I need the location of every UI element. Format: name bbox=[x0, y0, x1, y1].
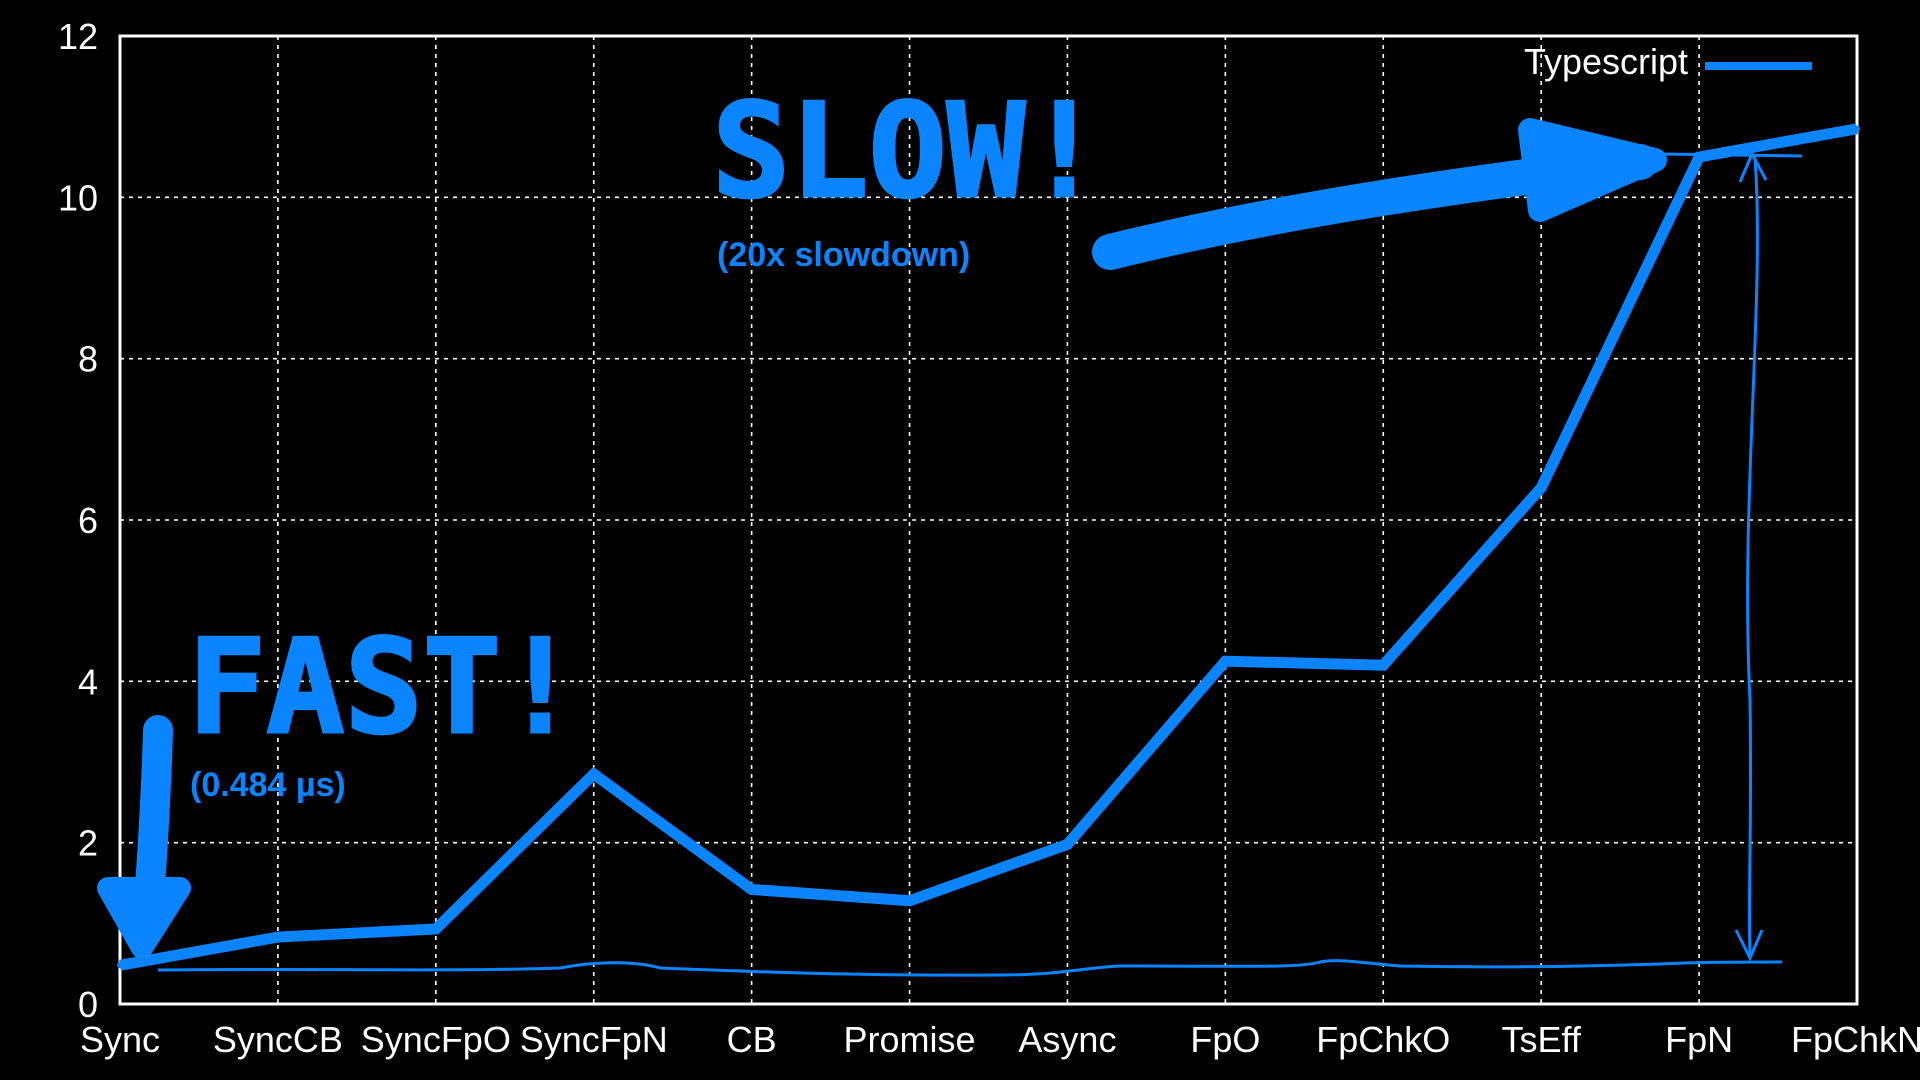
y-tick-label: 0 bbox=[78, 984, 98, 1025]
x-tick-label: SyncFpO bbox=[361, 1019, 511, 1060]
fast-label: FAST! bbox=[188, 611, 579, 763]
data-point bbox=[590, 771, 597, 778]
x-tick-label: Sync bbox=[80, 1019, 160, 1060]
grid-lines bbox=[120, 36, 1857, 1004]
data-point bbox=[1854, 125, 1860, 132]
series-line bbox=[119, 123, 1858, 971]
y-tick-label: 2 bbox=[78, 823, 98, 864]
slow-arrow-icon bbox=[1092, 118, 1667, 270]
data-point bbox=[1222, 658, 1229, 665]
x-tick-label: FpO bbox=[1190, 1019, 1260, 1060]
legend-label: Typescript bbox=[1524, 41, 1688, 82]
data-point bbox=[274, 934, 281, 941]
tick-labels: Sync SyncCB SyncFpO SyncFpN CB Promise Async Fp… bbox=[58, 16, 1920, 1060]
data-point bbox=[906, 897, 913, 904]
plot-frame bbox=[118, 34, 1859, 1006]
x-tick-label: TsEff bbox=[1501, 1019, 1581, 1060]
legend: Typescript bbox=[1524, 41, 1812, 82]
data-point bbox=[748, 886, 755, 893]
data-point bbox=[1064, 841, 1071, 848]
y-tick-label: 8 bbox=[78, 339, 98, 380]
data-point bbox=[1538, 484, 1545, 491]
baseline-scribble bbox=[157, 959, 1783, 977]
x-tick-label: FpN bbox=[1665, 1019, 1733, 1060]
data-point bbox=[432, 925, 439, 932]
data-point bbox=[1696, 154, 1703, 160]
data-point bbox=[1380, 662, 1387, 669]
slow-note: (20x slowdown) bbox=[717, 236, 970, 274]
series-layer bbox=[117, 123, 1860, 971]
x-tick-label: FpChkO bbox=[1316, 1019, 1450, 1060]
x-tick-label: SyncCB bbox=[213, 1019, 343, 1060]
y-tick-label: 6 bbox=[78, 500, 98, 541]
y-tick-label: 12 bbox=[58, 16, 98, 57]
y-tick-label: 10 bbox=[58, 177, 98, 218]
x-tick-label: CB bbox=[727, 1019, 777, 1060]
data-point bbox=[117, 962, 123, 969]
x-tick-label: Async bbox=[1018, 1019, 1116, 1060]
y-tick-label: 4 bbox=[78, 661, 98, 702]
range-bracket bbox=[1659, 150, 1803, 962]
slow-label: SLOW! bbox=[712, 75, 1103, 227]
fast-arrow-icon bbox=[97, 715, 191, 959]
x-tick-label: FpChkN bbox=[1791, 1019, 1920, 1060]
x-tick-label: SyncFpN bbox=[520, 1019, 668, 1060]
fast-note: (0.484 µs) bbox=[190, 766, 346, 804]
x-tick-label: Promise bbox=[844, 1019, 976, 1060]
